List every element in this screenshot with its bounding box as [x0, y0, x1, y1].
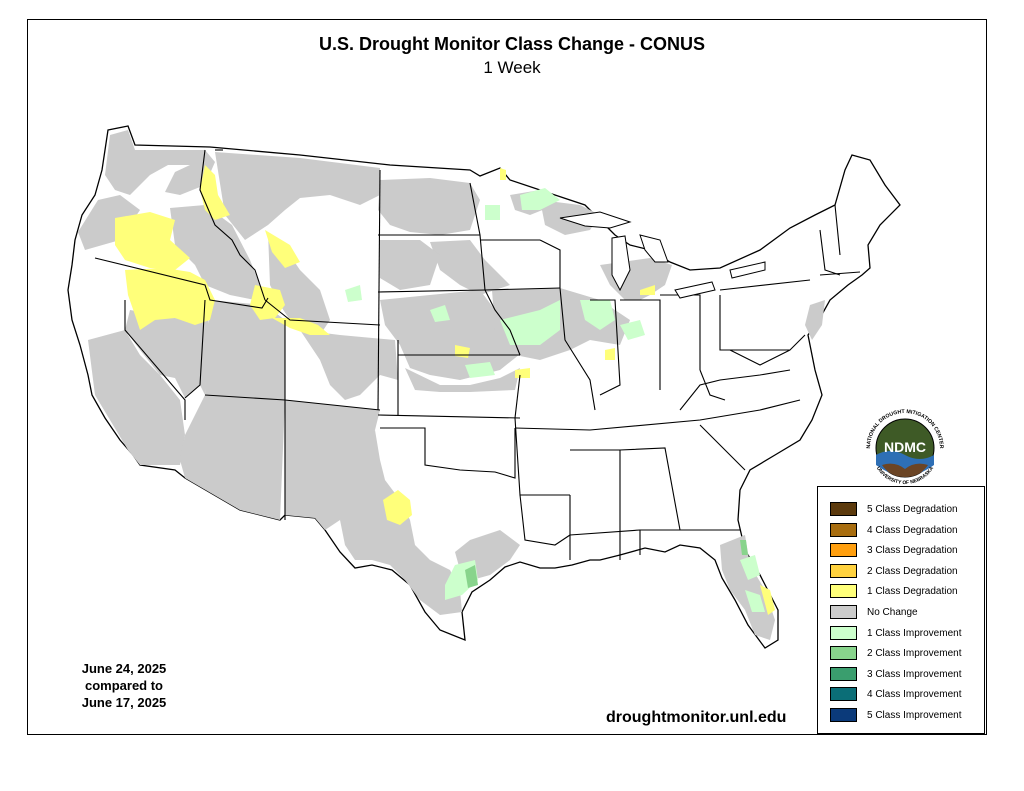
date-range: June 24, 2025 compared to June 17, 2025	[44, 660, 204, 711]
map-subtitle: 1 Week	[483, 58, 541, 77]
legend-item: 1 Class Degradation	[830, 583, 958, 599]
legend-label: 1 Class Degradation	[867, 585, 958, 597]
legend-item: 5 Class Degradation	[830, 501, 958, 517]
legend-swatch	[830, 543, 857, 557]
legend-label: 4 Class Degradation	[867, 524, 958, 536]
legend-item: 2 Class Improvement	[830, 645, 961, 661]
date-current: June 24, 2025	[81, 661, 167, 676]
legend-item: 3 Class Improvement	[830, 666, 961, 682]
legend-label: No Change	[867, 606, 918, 618]
legend-label: 1 Class Improvement	[867, 627, 962, 639]
legend-swatch	[830, 564, 857, 578]
legend-swatch	[830, 687, 857, 701]
ndmc-logo-icon: NDMC NATIONAL DROUGHT MITIGATION CENTER …	[866, 409, 944, 486]
legend-item: 5 Class Improvement	[830, 707, 961, 723]
state-boundaries	[94, 149, 861, 560]
legend-label: 3 Class Improvement	[867, 668, 962, 680]
date-previous: June 17, 2025	[81, 695, 167, 710]
legend-item: 3 Class Degradation	[830, 542, 958, 558]
legend-item: 4 Class Degradation	[830, 522, 958, 538]
great-lakes	[559, 211, 766, 299]
legend-item: 1 Class Improvement	[830, 625, 961, 641]
legend-item: 2 Class Degradation	[830, 563, 958, 579]
legend-swatch	[830, 502, 857, 516]
legend-item: 4 Class Improvement	[830, 686, 961, 702]
legend-swatch	[830, 584, 857, 598]
source-url: droughtmonitor.unl.edu	[606, 709, 787, 726]
map-title: U.S. Drought Monitor Class Change - CONU…	[318, 34, 705, 54]
legend-swatch	[830, 646, 857, 660]
legend-label: 5 Class Degradation	[867, 503, 958, 515]
legend-swatch	[830, 667, 857, 681]
legend-label: 5 Class Improvement	[867, 709, 962, 721]
legend-label: 3 Class Degradation	[867, 544, 958, 556]
legend-swatch	[830, 626, 857, 640]
legend-swatch	[830, 708, 857, 722]
legend-label: 2 Class Degradation	[867, 565, 958, 577]
legend-label: 4 Class Improvement	[867, 688, 962, 700]
improvement-2-regions	[465, 540, 748, 588]
legend: 5 Class Degradation 4 Class Degradation …	[817, 486, 985, 734]
logo-text: NDMC	[884, 439, 926, 455]
date-compared-to: compared to	[84, 678, 163, 693]
legend-swatch	[830, 523, 857, 537]
improvement-1-regions	[345, 188, 765, 612]
legend-label: 2 Class Improvement	[867, 647, 962, 659]
legend-swatch	[830, 605, 857, 619]
legend-item: No Change	[830, 604, 918, 620]
